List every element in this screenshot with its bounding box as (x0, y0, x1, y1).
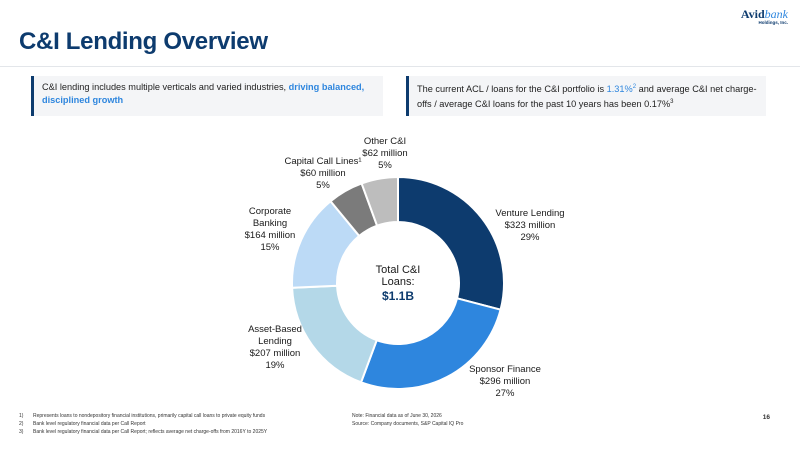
slice-label-name: Other C&I (364, 136, 406, 147)
slice-label-amount: $62 million (362, 148, 407, 159)
source-note: Source: Company documents, S&P Capital I… (352, 421, 464, 427)
donut-slice-sponsor-finance (359, 297, 502, 390)
slice-label-amount: $296 million (480, 376, 531, 387)
page-title: C&I Lending Overview (19, 28, 268, 55)
slice-label-name: Corporate (249, 206, 291, 217)
source-notes: Note: Financial data as of June 30, 2026… (352, 412, 463, 428)
slice-label-percent: 19% (265, 360, 285, 371)
donut-slice-venture-lending (397, 175, 505, 311)
callout-left-text: C&I lending includes multiple verticals … (42, 82, 289, 92)
loan-composition-chart: Venture Lending $323 million 29% Sponsor Fi… (0, 120, 800, 410)
slice-label-amount: $323 million (505, 220, 556, 231)
company-logo: Avidbank Holdings, Inc. (741, 8, 788, 26)
center-label: Loans: (381, 276, 414, 288)
footnote: 1) Represents loans to nondepository fina… (19, 413, 266, 419)
slice-label-amount: $207 million (250, 348, 301, 359)
slice-label-percent: 15% (260, 242, 280, 253)
data-note: Note: Financial data as of June 30, 2026 (352, 413, 442, 419)
slice-label-percent: 5% (316, 180, 330, 191)
logo-wordmark: Avidbank (740, 7, 788, 21)
callout-left-highlight: driving balanced, disciplined growth (42, 82, 365, 105)
title-divider (0, 66, 800, 67)
donut-slice-asset-based-lending (291, 284, 379, 384)
slice-label-amount: $60 million (300, 168, 345, 179)
slice-label-percent: 27% (495, 388, 515, 399)
page-number: 16 (762, 414, 770, 421)
slice-label-name: Asset-Based (248, 324, 302, 335)
slice-label-name: Sponsor Finance (469, 364, 541, 375)
slice-label-name: Venture Lending (495, 208, 564, 219)
slice-label-name: Lending (258, 336, 292, 347)
slice-label-amount: $164 million (245, 230, 296, 241)
callout-left: C&I lending includes multiple verticals … (31, 76, 383, 116)
callout-right: The current ACL / loans for the C&I port… (406, 76, 766, 116)
slice-label-name: Banking (253, 218, 287, 229)
center-label: Total C&I (376, 264, 421, 276)
nco-footnote-ref: 3 (670, 99, 674, 106)
slice-label-percent: 5% (378, 160, 392, 171)
acl-value: 1.31%2 (606, 84, 637, 95)
center-value: $1.1B (382, 289, 414, 303)
slice-label-percent: 29% (520, 232, 540, 243)
logo-subtitle: Holdings, Inc. (758, 20, 788, 25)
footnote: 3) Bank level regulatory financial data p… (19, 429, 268, 435)
donut-slice-other-c-i (360, 175, 399, 227)
slice-label-name: Capital Call Lines¹ (284, 156, 361, 167)
footnotes: 1) Represents loans to nondepository fina… (19, 412, 359, 436)
callout-right-text-2: and average C&I net charge-offs / averag… (417, 84, 757, 110)
footnote: 2) Bank level regulatory financial data p… (19, 421, 146, 427)
callout-right-text-1: The current ACL / loans for the C&I port… (417, 84, 607, 95)
